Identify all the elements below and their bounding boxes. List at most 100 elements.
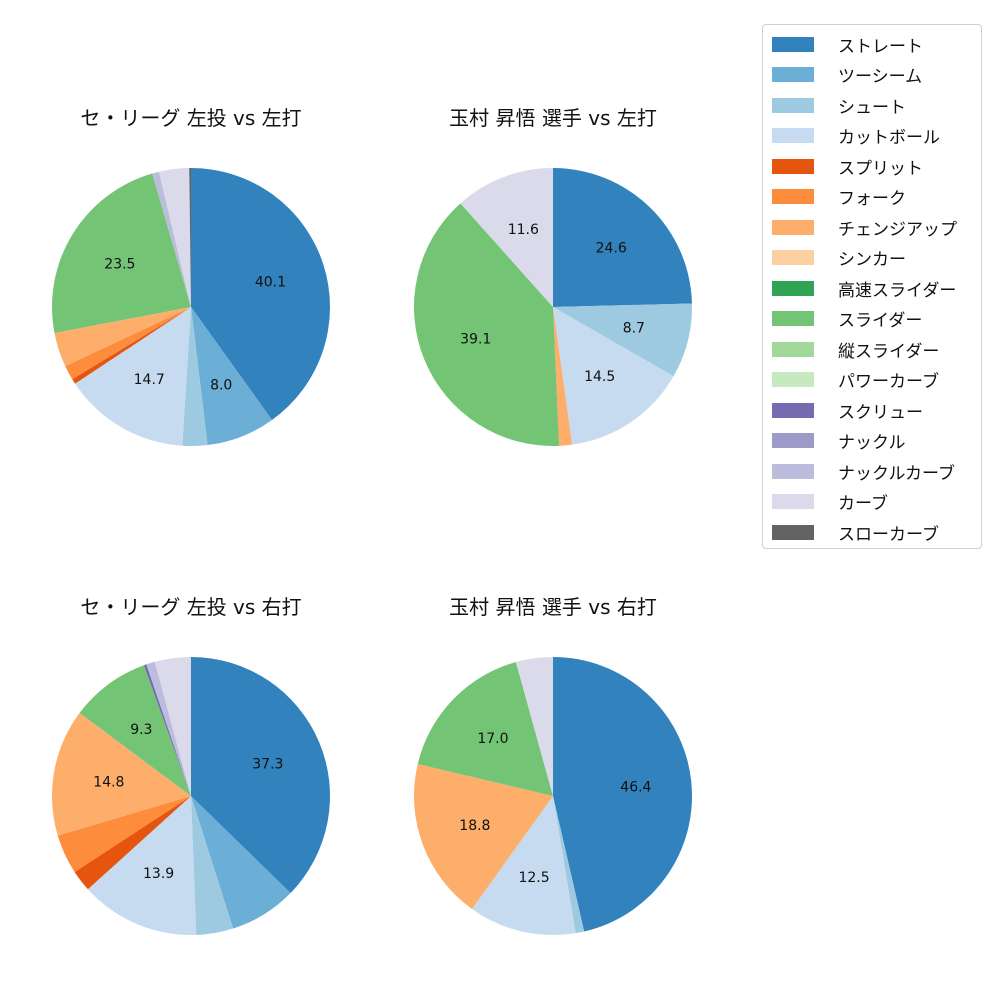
slice-label: 18.8 <box>459 818 490 834</box>
slice-label: 14.7 <box>134 372 165 388</box>
pie-slice <box>72 307 191 384</box>
slice-label: 14.8 <box>93 774 124 790</box>
legend-swatch <box>772 402 814 418</box>
slice-label: 12.5 <box>518 870 549 886</box>
legend-item: ナックルカーブ <box>772 460 955 484</box>
legend-swatch <box>772 250 814 265</box>
pie-slice <box>51 173 191 334</box>
legend-item: スプリット <box>772 155 923 179</box>
legend: ストレートツーシームシュートカットボール スプリットフォークチェンジアップ シンカー… <box>762 24 982 549</box>
legend-label: ツーシーム <box>838 67 923 87</box>
legend-label: フォーク <box>838 189 906 209</box>
legend-label: シンカー <box>838 250 906 270</box>
pie-slice <box>191 796 234 935</box>
legend-item: ツーシーム <box>772 64 923 87</box>
pie-slice <box>52 712 191 836</box>
pie-title-player-vs-right: 玉村 昇悟 選手 vs 右打 <box>449 595 657 619</box>
slice-label: 13.9 <box>143 866 174 882</box>
legend-label: スクリュー <box>838 402 923 423</box>
legend-swatch <box>772 311 814 326</box>
legend-label: ナックルカーブ <box>838 463 955 484</box>
pie-slice <box>79 665 191 796</box>
legend-item: シンカー <box>772 247 906 270</box>
legend-item: チェンジアップ <box>772 216 957 240</box>
legend-label: パワーカーブ <box>838 372 939 392</box>
legend-label: チェンジアップ <box>838 219 957 240</box>
legend-swatch <box>772 67 814 82</box>
pie-slice <box>158 168 191 307</box>
legend-item: ナックル <box>772 430 906 453</box>
pie-slice <box>472 796 576 935</box>
slice-label: 40.1 <box>255 274 286 290</box>
legend-swatch <box>772 128 814 143</box>
pie-slice <box>191 657 330 894</box>
legend-label: カットボール <box>838 128 940 148</box>
slice-label: 23.5 <box>104 256 135 272</box>
legend-label: 高速スライダー <box>838 280 957 301</box>
pie-title-league-vs-left: セ・リーグ 左投 vs 左打 <box>80 106 302 130</box>
pie-slice <box>154 657 191 796</box>
legend-item: スクリュー <box>772 399 923 423</box>
legend-swatch <box>772 494 814 509</box>
legend-item: カーブ <box>772 491 888 514</box>
slice-label: 8.0 <box>210 378 232 394</box>
legend-swatch <box>772 158 814 174</box>
legend-label: 縦スライダー <box>838 341 940 362</box>
slice-label: 37.3 <box>252 757 283 773</box>
pie-slice <box>460 168 553 307</box>
pie-slice <box>515 657 553 796</box>
pie-slice <box>65 307 191 380</box>
legend-item: 縦スライダー <box>772 338 940 362</box>
slice-label: 46.4 <box>620 780 651 796</box>
legend-item: ストレート <box>772 33 923 57</box>
slice-label: 24.6 <box>596 240 627 256</box>
legend-label: ナックル <box>838 433 906 453</box>
legend-swatch <box>772 280 814 296</box>
slice-label: 8.7 <box>623 320 645 336</box>
legend-label: スプリット <box>838 158 923 179</box>
pie-slice <box>152 171 191 307</box>
legend-label: シュート <box>838 97 906 118</box>
slice-label: 39.1 <box>460 331 491 347</box>
pie-slice <box>553 307 674 445</box>
pie-title-player-vs-left: 玉村 昇悟 選手 vs 左打 <box>449 106 657 130</box>
pie-slice <box>75 307 191 446</box>
pie-slice <box>54 307 192 367</box>
pie-slice <box>553 796 585 934</box>
pie-slice <box>417 662 553 796</box>
legend-item: カットボール <box>772 125 940 148</box>
pie-slice <box>87 796 197 936</box>
pie-slice <box>182 307 208 447</box>
legend-swatch <box>772 341 814 357</box>
slice-label: 14.5 <box>584 369 615 385</box>
legend-item: 高速スライダー <box>772 277 957 301</box>
slice-label: 17.0 <box>477 731 508 747</box>
legend-swatch <box>772 189 814 204</box>
pie-slice <box>74 796 191 890</box>
legend-item: パワーカーブ <box>772 369 939 392</box>
pie-slice <box>553 307 573 446</box>
legend-label: カーブ <box>838 494 888 514</box>
legend-label: スライダー <box>838 311 923 331</box>
legend-label: スローカーブ <box>838 524 939 545</box>
pie-title-league-vs-right: セ・リーグ 左投 vs 右打 <box>80 595 302 619</box>
legend-swatch <box>772 36 814 52</box>
pie-slice <box>414 203 560 446</box>
legend-swatch <box>772 219 814 235</box>
pie-slice <box>553 657 692 932</box>
legend-item: スローカーブ <box>772 521 939 545</box>
pie-slice <box>191 796 291 929</box>
pie-slice <box>189 168 191 307</box>
pie-slice <box>191 168 330 420</box>
legend-swatch <box>772 372 814 387</box>
pie-slice <box>553 303 692 377</box>
legend-item: シュート <box>772 94 906 118</box>
pie-slice <box>414 763 553 909</box>
pie-slice <box>191 307 272 446</box>
slice-label: 11.6 <box>508 222 539 238</box>
legend-label: ストレート <box>838 36 923 57</box>
